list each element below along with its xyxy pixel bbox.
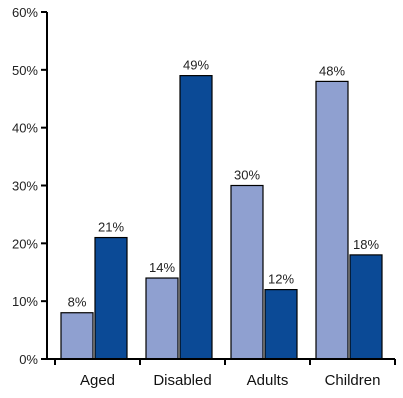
bar-aged-2: [94, 236, 128, 360]
bar-adults-2: [264, 289, 298, 360]
data-label: 21%: [98, 220, 124, 235]
x-axis: Aged Disabled Adults Children: [47, 358, 396, 389]
y-tick-label: 10%: [12, 294, 38, 309]
data-label: 14%: [149, 260, 175, 275]
y-axis: 0% 10% 20% 30% 40% 50% 60%: [12, 5, 48, 367]
y-tick-label: 50%: [12, 63, 38, 78]
data-labels: 8% 14% 30% 48% 21% 49% 12% 18%: [68, 58, 380, 310]
data-label: 30%: [234, 168, 260, 183]
y-tick-label: 30%: [12, 179, 38, 194]
x-category-label: Adults: [247, 372, 289, 389]
y-tick-label: 60%: [12, 5, 38, 20]
x-category-label: Aged: [80, 372, 115, 389]
y-tick-label: 20%: [12, 236, 38, 251]
y-tick-label: 0%: [19, 352, 38, 367]
bar-disabled-1: [145, 277, 179, 360]
bar-aged-1: [60, 312, 94, 360]
bar-disabled-2: [179, 75, 213, 360]
x-category-label: Disabled: [153, 372, 211, 389]
data-label: 49%: [183, 58, 209, 73]
data-label: 18%: [353, 237, 379, 252]
bar-adults-1: [230, 184, 264, 360]
y-tick-label: 40%: [12, 121, 38, 136]
x-category-label: Children: [325, 372, 381, 389]
bar-children-2: [349, 254, 383, 360]
data-label: 12%: [268, 272, 294, 287]
data-label: 48%: [319, 63, 345, 78]
bars: [60, 75, 383, 360]
data-label: 8%: [68, 295, 87, 310]
bar-children-1: [315, 80, 349, 360]
